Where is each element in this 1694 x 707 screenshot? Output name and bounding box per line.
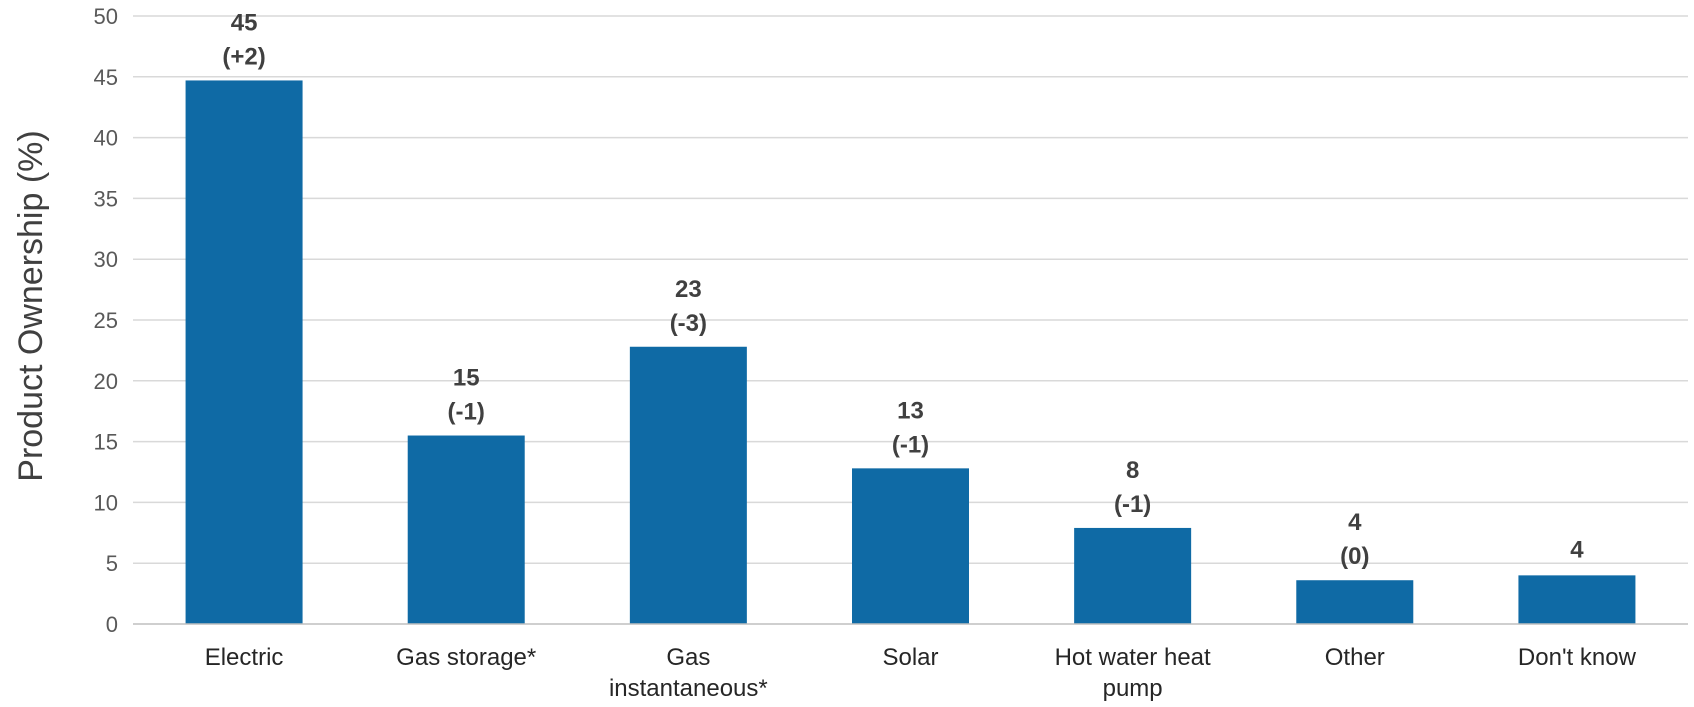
x-category-label: Solar xyxy=(882,644,938,671)
x-category-label: Other xyxy=(1325,644,1385,671)
y-tick-label: 10 xyxy=(94,490,118,515)
bar xyxy=(852,468,969,624)
gridlines xyxy=(133,15,1688,564)
y-tick-label: 25 xyxy=(94,308,118,333)
y-tick-label: 45 xyxy=(94,65,118,90)
change-label: (+2) xyxy=(222,43,265,70)
bar xyxy=(1074,527,1192,624)
bar xyxy=(185,80,303,624)
change-label: (-3) xyxy=(670,310,707,337)
y-tick-label: 5 xyxy=(106,551,118,576)
change-label: (-1) xyxy=(892,431,929,458)
bar xyxy=(407,435,525,624)
y-axis-ticks: 0 5 10 15 20 25 30 35 40 45 50 xyxy=(94,4,118,637)
value-label: 15 xyxy=(453,365,480,392)
change-label: (-1) xyxy=(448,399,485,426)
value-label: 4 xyxy=(1348,509,1362,536)
data-labels: 45 (+2) 15 (-1) 23 (-3) 13 (-1) 8 (-1) 4 (0) 4 xyxy=(222,9,1584,570)
y-tick-label: 0 xyxy=(106,612,118,637)
change-label: (-1) xyxy=(1114,491,1151,518)
value-label: 23 xyxy=(675,276,702,303)
x-category-label: Gas xyxy=(666,644,710,671)
value-label: 4 xyxy=(1570,536,1584,563)
x-category-label: pump xyxy=(1103,675,1163,702)
x-category-label: Electric xyxy=(205,644,284,671)
x-category-label: Gas storage* xyxy=(396,644,536,671)
y-tick-label: 20 xyxy=(94,369,118,394)
bar xyxy=(1518,575,1636,624)
value-label: 8 xyxy=(1126,457,1139,484)
y-tick-label: 30 xyxy=(94,247,118,272)
y-tick-label: 35 xyxy=(94,186,118,211)
x-category-label: instantaneous* xyxy=(609,675,768,702)
value-label: 45 xyxy=(231,9,258,36)
x-category-label: Hot water heat xyxy=(1055,644,1211,671)
y-tick-label: 15 xyxy=(94,430,118,455)
change-label: (0) xyxy=(1340,543,1369,570)
bars xyxy=(185,80,1636,624)
bar xyxy=(629,346,747,624)
bar xyxy=(1296,580,1414,624)
y-tick-label: 50 xyxy=(94,4,118,29)
x-category-label: Don't know xyxy=(1518,644,1637,671)
value-label: 13 xyxy=(897,397,924,424)
y-axis-label: Product Ownership (%) xyxy=(12,130,50,481)
x-axis-categories: Electric Gas storage* Gas instantaneous* Sol… xyxy=(205,644,1637,702)
y-tick-label: 40 xyxy=(94,126,118,151)
